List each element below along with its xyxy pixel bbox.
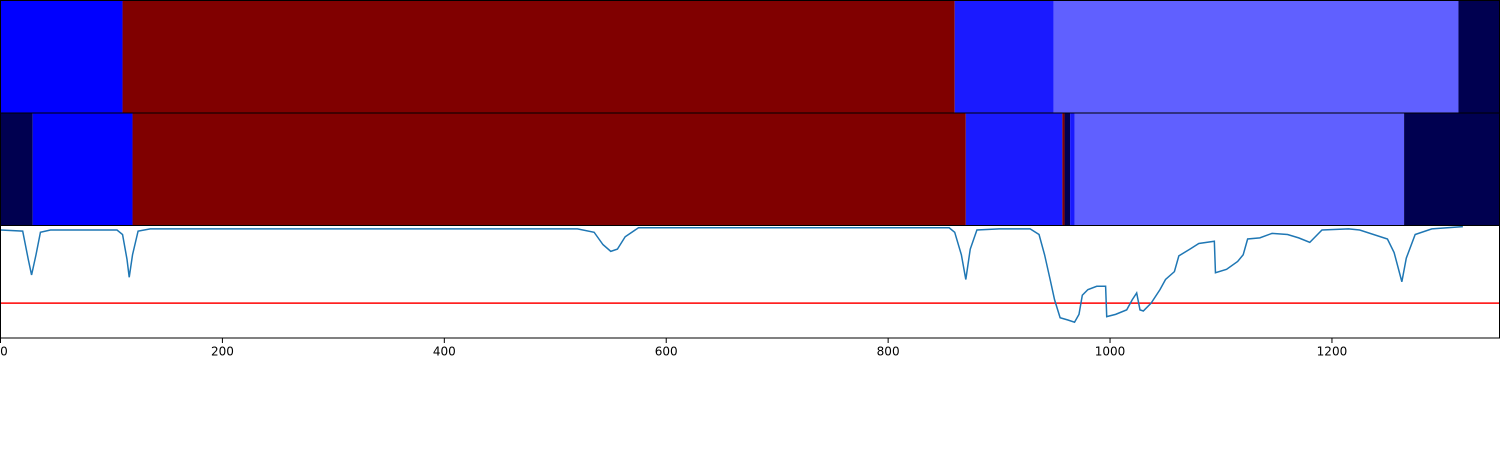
- segment: [0, 113, 33, 226]
- segment: [965, 113, 1063, 226]
- x-tick-label: 800: [877, 345, 900, 359]
- x-tick-label: 400: [433, 345, 456, 359]
- segment: [1458, 0, 1500, 113]
- segment: [954, 0, 1054, 113]
- segment: [122, 0, 955, 113]
- x-tick-label: 1200: [1317, 345, 1348, 359]
- segment: [0, 0, 123, 113]
- segment: [1062, 113, 1065, 226]
- segment: [1074, 113, 1405, 226]
- x-tick-label: 1000: [1095, 345, 1126, 359]
- x-tick-label: 0: [0, 345, 8, 359]
- x-tick-label: 600: [655, 345, 678, 359]
- axes-frame: [0, 225, 1500, 339]
- segment: [132, 113, 966, 226]
- x-tick-label: 200: [211, 345, 234, 359]
- line: [0, 225, 1463, 324]
- segment: [32, 113, 133, 226]
- segment: [1053, 0, 1459, 113]
- segment: [1064, 113, 1071, 226]
- segment: [1404, 113, 1500, 226]
- segment: [1070, 113, 1075, 226]
